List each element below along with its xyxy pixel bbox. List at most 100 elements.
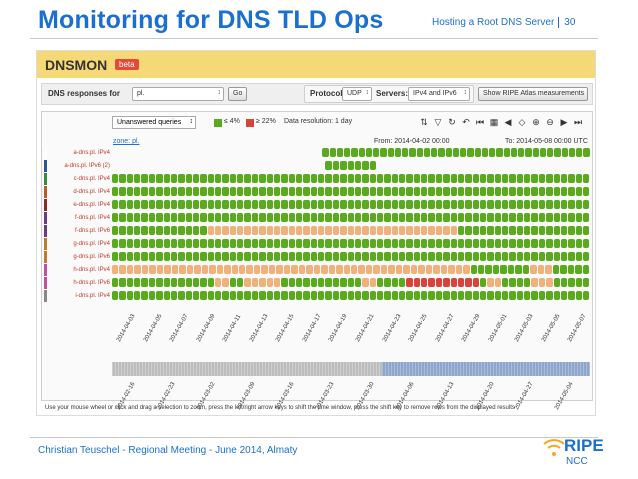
heatmap-row[interactable]: f-dns.pl. IPv4 <box>42 212 594 224</box>
heatmap-cell[interactable] <box>170 187 178 196</box>
heatmap-cell[interactable] <box>126 278 134 287</box>
heatmap-cell[interactable] <box>310 291 318 300</box>
heatmap-cell[interactable] <box>560 226 568 235</box>
heatmap-cell[interactable] <box>273 252 281 261</box>
heatmap-cell[interactable] <box>209 265 216 274</box>
heatmap-cell[interactable] <box>281 278 288 287</box>
heatmap-cell[interactable] <box>443 252 450 261</box>
heatmap-cell[interactable] <box>266 213 273 222</box>
heatmap-cell[interactable] <box>524 239 531 248</box>
heatmap-cell[interactable] <box>465 200 472 209</box>
heatmap-cell[interactable] <box>524 161 531 170</box>
heatmap-cell[interactable] <box>340 161 347 170</box>
heatmap-cell[interactable] <box>457 278 465 287</box>
heatmap-cell[interactable] <box>119 200 126 209</box>
heatmap-cell[interactable] <box>435 161 443 170</box>
heatmap-cell[interactable] <box>560 265 567 274</box>
row-label[interactable]: g-dns.pl. IPv6 <box>73 254 110 260</box>
heatmap-cell[interactable] <box>455 265 463 274</box>
heatmap-cell[interactable] <box>489 148 496 157</box>
heatmap-cell[interactable] <box>351 265 358 274</box>
heatmap-cell[interactable] <box>318 161 325 170</box>
heatmap-cell[interactable] <box>465 187 472 196</box>
heatmap-cell[interactable] <box>332 278 340 287</box>
heatmap-cell[interactable] <box>406 252 413 261</box>
heatmap-cell[interactable] <box>421 174 428 183</box>
heatmap-cell[interactable] <box>281 161 288 170</box>
heatmap-cell[interactable] <box>487 187 494 196</box>
heatmap-cell[interactable] <box>288 174 295 183</box>
heatmap-cell[interactable] <box>354 239 362 248</box>
heatmap-cell[interactable] <box>399 291 406 300</box>
heatmap-cell[interactable] <box>271 148 278 157</box>
heatmap-cell[interactable] <box>399 200 406 209</box>
shift-left-icon[interactable]: ◀ <box>504 117 512 127</box>
heatmap-cell[interactable] <box>546 174 553 183</box>
heatmap-cell[interactable] <box>443 200 450 209</box>
heatmap-cell[interactable] <box>244 161 251 170</box>
heatmap-cell[interactable] <box>222 174 229 183</box>
heatmap-cell[interactable] <box>433 265 440 274</box>
heatmap-cell[interactable] <box>457 174 465 183</box>
heatmap-cell[interactable] <box>354 187 362 196</box>
heatmap-cell[interactable] <box>259 252 266 261</box>
heatmap-cell[interactable] <box>207 226 215 235</box>
heatmap-cell[interactable] <box>553 226 560 235</box>
heatmap-cell[interactable] <box>568 239 575 248</box>
heatmap-cell[interactable] <box>354 291 362 300</box>
heatmap-cell[interactable] <box>178 291 185 300</box>
heatmap-cell[interactable] <box>200 200 207 209</box>
heatmap-cell[interactable] <box>281 213 288 222</box>
heatmap-cell[interactable] <box>288 226 295 235</box>
heatmap-cell[interactable] <box>112 226 119 235</box>
heatmap-cell[interactable] <box>560 174 568 183</box>
heatmap-cell[interactable] <box>192 278 200 287</box>
heatmap-cell[interactable] <box>546 252 553 261</box>
heatmap-cell[interactable] <box>351 148 358 157</box>
heatmap-cell[interactable] <box>423 148 430 157</box>
heatmap-cell[interactable] <box>487 291 494 300</box>
heatmap-cell[interactable] <box>369 187 376 196</box>
heatmap-cell[interactable] <box>494 291 502 300</box>
heatmap-cell[interactable] <box>487 161 494 170</box>
heatmap-cell[interactable] <box>487 174 494 183</box>
heatmap-cell[interactable] <box>531 252 538 261</box>
heatmap-cell[interactable] <box>465 213 472 222</box>
heatmap-cell[interactable] <box>112 239 119 248</box>
heatmap-cell[interactable] <box>347 252 354 261</box>
heatmap-cell[interactable] <box>332 174 340 183</box>
heatmap-cell[interactable] <box>532 148 539 157</box>
heatmap-cell[interactable] <box>384 226 391 235</box>
heatmap-cell[interactable] <box>192 213 200 222</box>
heatmap-cell[interactable] <box>126 187 134 196</box>
heatmap-cell[interactable] <box>435 174 443 183</box>
heatmap-cell[interactable] <box>303 213 310 222</box>
heatmap-cell[interactable] <box>479 187 487 196</box>
heatmap-cell[interactable] <box>288 278 295 287</box>
heatmap-cell[interactable] <box>332 200 340 209</box>
heatmap-cell[interactable] <box>452 148 459 157</box>
heatmap-cell[interactable] <box>266 174 273 183</box>
heatmap-cell[interactable] <box>251 226 259 235</box>
heatmap-cell[interactable] <box>485 265 492 274</box>
heatmap-cell[interactable] <box>237 213 244 222</box>
heatmap-cell[interactable] <box>583 278 590 287</box>
heatmap-cell[interactable] <box>538 278 546 287</box>
heatmap-cell[interactable] <box>303 161 310 170</box>
heatmap-cell[interactable] <box>229 239 237 248</box>
heatmap-cell[interactable] <box>215 187 222 196</box>
heatmap-cell[interactable] <box>502 213 509 222</box>
heatmap-cell[interactable] <box>347 213 354 222</box>
heatmap-cell[interactable] <box>538 226 546 235</box>
heatmap-cell[interactable] <box>472 291 479 300</box>
last-icon[interactable]: ⏭ <box>573 117 583 127</box>
heatmap-cell[interactable] <box>185 291 192 300</box>
heatmap-cell[interactable] <box>141 148 148 157</box>
heatmap-cell[interactable] <box>295 174 303 183</box>
heatmap-cell[interactable] <box>531 161 538 170</box>
heatmap-cell[interactable] <box>156 252 163 261</box>
heatmap-cell[interactable] <box>494 239 502 248</box>
heatmap-cell[interactable] <box>112 187 119 196</box>
heatmap-cell[interactable] <box>347 174 354 183</box>
heatmap-cell[interactable] <box>384 252 391 261</box>
